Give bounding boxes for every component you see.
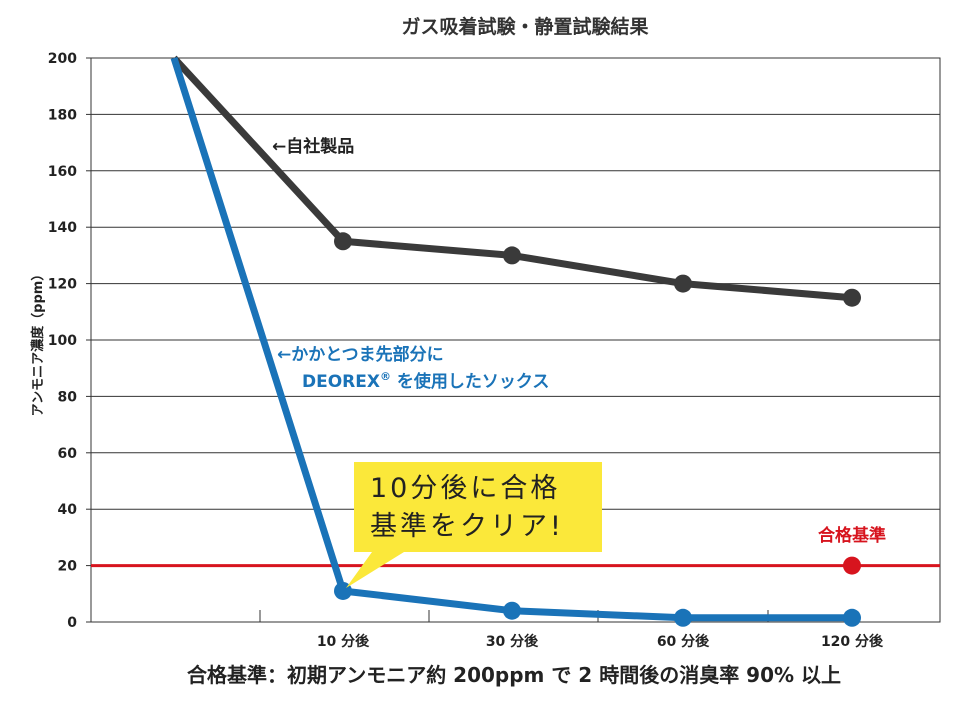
series-0-point-4	[843, 288, 861, 307]
series-1-point-3	[674, 608, 692, 627]
series-0	[171, 55, 861, 307]
x-tick-label-3: 60 分後	[657, 633, 710, 650]
y-tick-label-80: 80	[58, 389, 78, 405]
series-0-point-2	[503, 246, 521, 265]
callout-line1: 10分後に合格	[370, 473, 560, 504]
series-0-point-3	[674, 274, 692, 293]
y-tick-label-180: 180	[48, 107, 77, 123]
y-axis-label: アンモニア濃度（ppm）	[30, 268, 46, 417]
chart-title: ガス吸着試験・静置試験結果	[401, 15, 648, 38]
threshold-label: 合格基準	[818, 525, 886, 546]
series-1	[170, 56, 861, 627]
series-0-point-1	[334, 232, 352, 251]
y-tick-label-60: 60	[58, 446, 78, 462]
x-axis-ticks: 10 分後 30 分後 60 分後 120 分後	[259, 610, 884, 650]
y-tick-label-0: 0	[67, 615, 77, 631]
annotation-deorex-reg: ®	[380, 370, 391, 383]
callout-box	[346, 462, 602, 588]
footnote: 合格基準：初期アンモニア約 200ppm で 2 時間後の消臭率 90% 以上	[187, 663, 841, 687]
y-tick-label-140: 140	[48, 220, 77, 236]
x-tick-label-1: 10 分後	[317, 633, 370, 650]
y-tick-label-40: 40	[58, 502, 78, 518]
y-tick-label-20: 20	[58, 559, 78, 575]
y-axis-ticks: 0 20 40 60 80 100 120 140 160 180 200	[48, 51, 91, 631]
y-tick-label-120: 120	[48, 277, 77, 293]
x-tick-label-4: 120 分後	[821, 633, 884, 650]
y-tick-label-160: 160	[48, 164, 77, 180]
threshold-marker	[843, 556, 861, 575]
annotation-deorex-line1: ←かかとつま先部分に	[277, 344, 444, 365]
annotation-deorex-rest: を使用したソックス	[391, 371, 549, 392]
series-group	[170, 55, 861, 627]
y-tick-label-200: 200	[48, 51, 77, 67]
y-tick-label-100: 100	[48, 333, 77, 349]
plot-frame	[90, 57, 941, 623]
series-1-point-4	[843, 608, 861, 627]
x-tick-label-2: 30 分後	[486, 633, 539, 650]
callout: 10分後に合格 基準をクリア!	[346, 462, 602, 588]
grid	[91, 113, 940, 567]
callout-line2: 基準をクリア!	[370, 511, 564, 542]
series-1-point-2	[503, 601, 521, 620]
annotation-deorex-line2: DEOREX® を使用したソックス	[302, 370, 549, 392]
annotation-deorex-brand: DEOREX	[302, 372, 380, 392]
annotation-own-product: ←自社製品	[272, 136, 354, 157]
